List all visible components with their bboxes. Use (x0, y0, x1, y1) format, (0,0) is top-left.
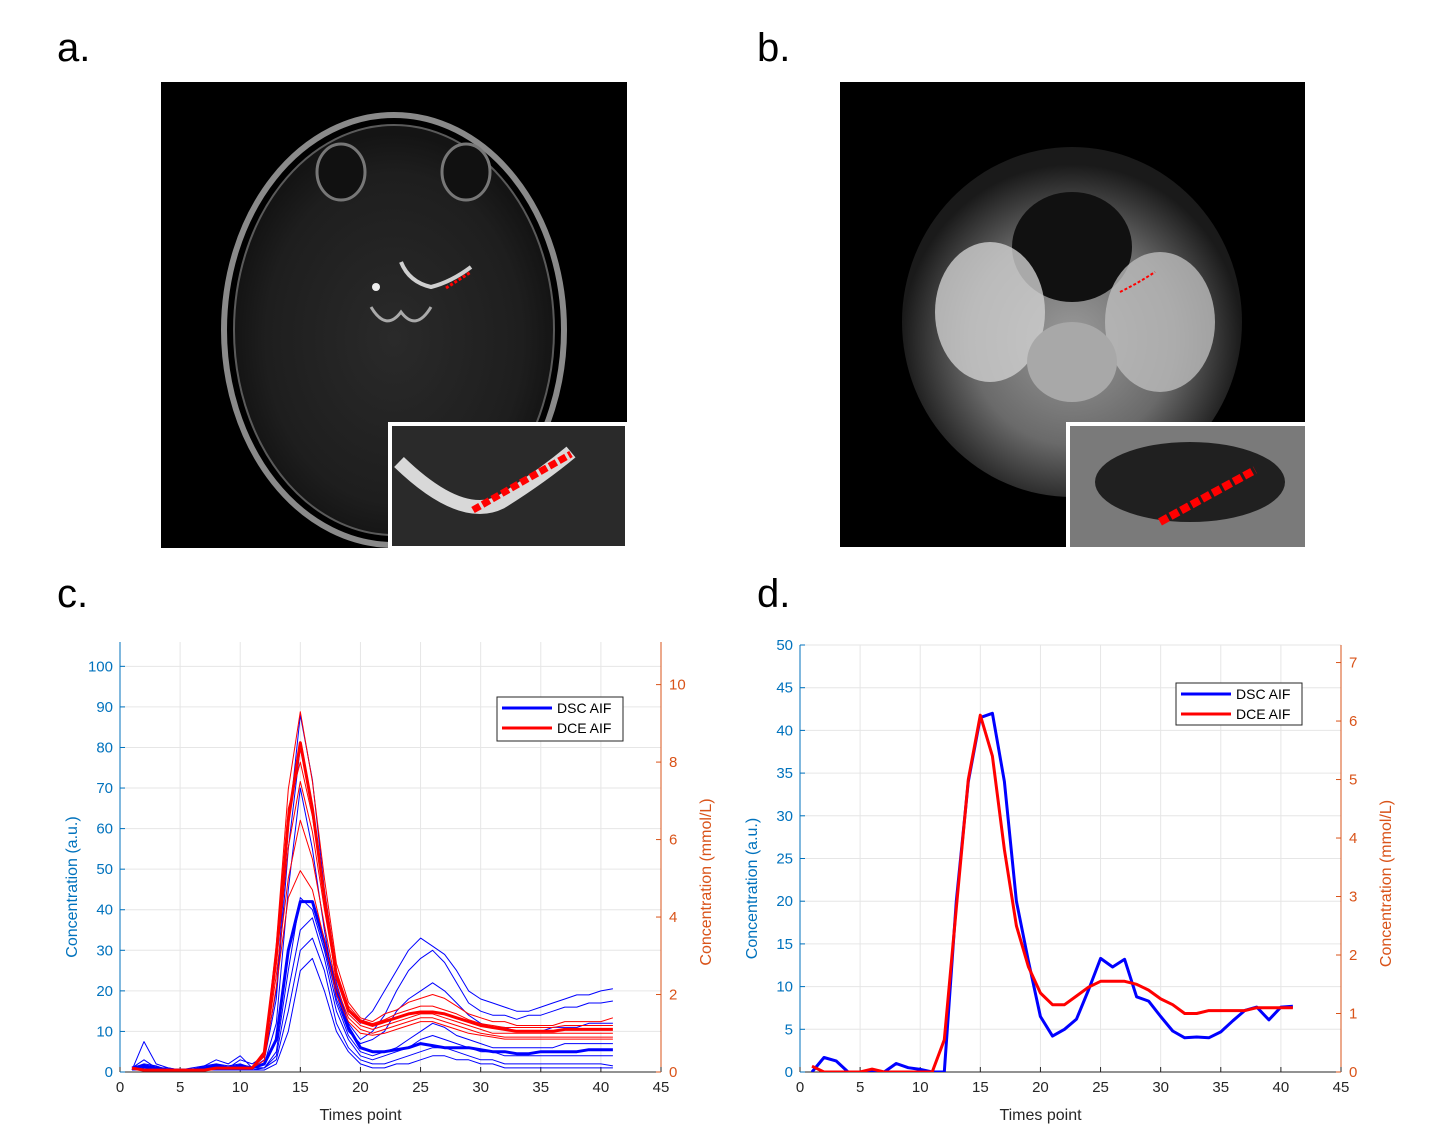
y-axis-label-left: Concentration (a.u.) (744, 818, 761, 959)
y-tick-label-left: 30 (776, 808, 793, 825)
temporal-left (935, 242, 1045, 382)
y-tick-label-left: 0 (785, 1064, 793, 1081)
eye-right (440, 142, 492, 202)
inset-dark-region (1095, 442, 1285, 522)
y-tick-label-right: 2 (669, 987, 677, 1004)
x-tick-label: 30 (1152, 1079, 1169, 1096)
y-tick-label-left: 45 (776, 680, 793, 697)
y-tick-label-left: 100 (88, 658, 113, 675)
y-axis-label-right: Concentration (mmol/L) (698, 798, 715, 965)
x-tick-label: 40 (1273, 1079, 1290, 1096)
inset-roi-b (1158, 466, 1257, 526)
y-tick-label-left: 20 (776, 893, 793, 910)
mri-image-b (840, 82, 1305, 547)
brainstem (1027, 322, 1117, 402)
y-tick-label-right: 2 (1349, 947, 1357, 964)
legend-entry: DSC AIF (557, 700, 611, 716)
y-tick-label-right: 1 (1349, 1006, 1357, 1023)
y-tick-label-left: 40 (96, 902, 113, 919)
series-line-1 (131, 714, 613, 1071)
x-axis-label: Times point (999, 1107, 1082, 1124)
vessel-dot (372, 283, 380, 291)
y-tick-label-right: 0 (1349, 1064, 1357, 1081)
y-tick-label-left: 70 (96, 780, 113, 797)
legend-box (1175, 682, 1303, 726)
series-line-0 (810, 711, 1294, 1072)
y-tick-label-right: 6 (669, 832, 677, 849)
aif-roi-b (1119, 271, 1156, 293)
x-tick-label: 25 (412, 1079, 429, 1096)
y-tick-label-left: 35 (776, 765, 793, 782)
y-tick-label-left: 10 (96, 1023, 113, 1040)
panel-label-a: a. (57, 26, 91, 70)
x-tick-label: 5 (176, 1079, 184, 1096)
y-tick-label-left: 25 (776, 851, 793, 868)
x-tick-label: 10 (912, 1079, 929, 1096)
y-tick-label-left: 50 (776, 637, 793, 654)
panel-label-c: c. (57, 572, 89, 616)
legend-entry: DSC AIF (1236, 686, 1290, 702)
x-tick-label: 45 (1333, 1079, 1350, 1096)
series-group (131, 711, 614, 1072)
x-tick-label: 0 (796, 1079, 804, 1096)
mca-vessel (399, 261, 473, 290)
x-tick-label: 35 (532, 1079, 549, 1096)
x-tick-label: 5 (856, 1079, 864, 1096)
y-tick-label-left: 60 (96, 821, 113, 838)
y-tick-label-right: 10 (669, 677, 686, 694)
x-tick-label: 0 (116, 1079, 124, 1096)
y-tick-label-right: 8 (669, 754, 677, 771)
eye-left (315, 142, 367, 202)
y-tick-label-left: 10 (776, 979, 793, 996)
chart-c: 0 5 10 15 20 25 30 35 40 450102030405060708090100… (64, 642, 715, 1124)
legend-entry: DCE AIF (1236, 706, 1290, 722)
y-axis-label-right: Concentration (mmol/L) (1378, 800, 1395, 967)
x-tick-label: 30 (472, 1079, 489, 1096)
legend-box (496, 696, 624, 742)
circle-of-willis (369, 306, 433, 323)
y-tick-label-left: 15 (776, 936, 793, 953)
x-tick-label: 10 (232, 1079, 249, 1096)
series-line-2 (131, 747, 613, 1071)
series-line-13 (131, 761, 613, 1071)
y-tick-label-right: 4 (669, 909, 677, 926)
y-tick-label-left: 40 (776, 722, 793, 739)
y-tick-label-left: 80 (96, 739, 113, 756)
panel-label-b: b. (757, 26, 791, 70)
series-line-1 (811, 713, 1293, 1072)
y-tick-label-right: 6 (1349, 713, 1357, 730)
y-tick-label-left: 5 (785, 1021, 793, 1038)
y-tick-label-right: 5 (1349, 772, 1357, 789)
chart-d: 0 5 10 15 20 25 30 35 40 450510152025303540455001… (744, 637, 1395, 1124)
sinus-dark (1012, 192, 1132, 302)
inset-roi (471, 450, 573, 514)
y-tick-label-right: 0 (669, 1064, 677, 1081)
x-tick-label: 25 (1092, 1079, 1109, 1096)
temporal-right (1105, 252, 1215, 392)
y-tick-label-left: 20 (96, 983, 113, 1000)
series-group (810, 711, 1294, 1072)
x-tick-label: 15 (292, 1079, 309, 1096)
y-axis-label-left: Concentration (a.u.) (64, 816, 81, 957)
mri-image-a (161, 82, 627, 548)
y-tick-label-left: 0 (105, 1064, 113, 1081)
y-tick-label-right: 7 (1349, 655, 1357, 672)
y-tick-label-left: 30 (96, 942, 113, 959)
y-tick-label-left: 50 (96, 861, 113, 878)
x-tick-label: 35 (1212, 1079, 1229, 1096)
x-axis-label: Times point (319, 1107, 402, 1124)
series-line-4 (131, 897, 613, 1071)
x-tick-label: 20 (1032, 1079, 1049, 1096)
x-tick-label: 40 (593, 1079, 610, 1096)
y-tick-label-left: 90 (96, 699, 113, 716)
y-tick-label-right: 3 (1349, 889, 1357, 906)
panel-label-d: d. (757, 572, 791, 616)
x-tick-label: 20 (352, 1079, 369, 1096)
y-tick-label-right: 4 (1349, 830, 1357, 847)
x-tick-label: 45 (653, 1079, 670, 1096)
x-tick-label: 15 (972, 1079, 989, 1096)
legend-entry: DCE AIF (557, 720, 611, 736)
inset-vessel (394, 446, 576, 514)
